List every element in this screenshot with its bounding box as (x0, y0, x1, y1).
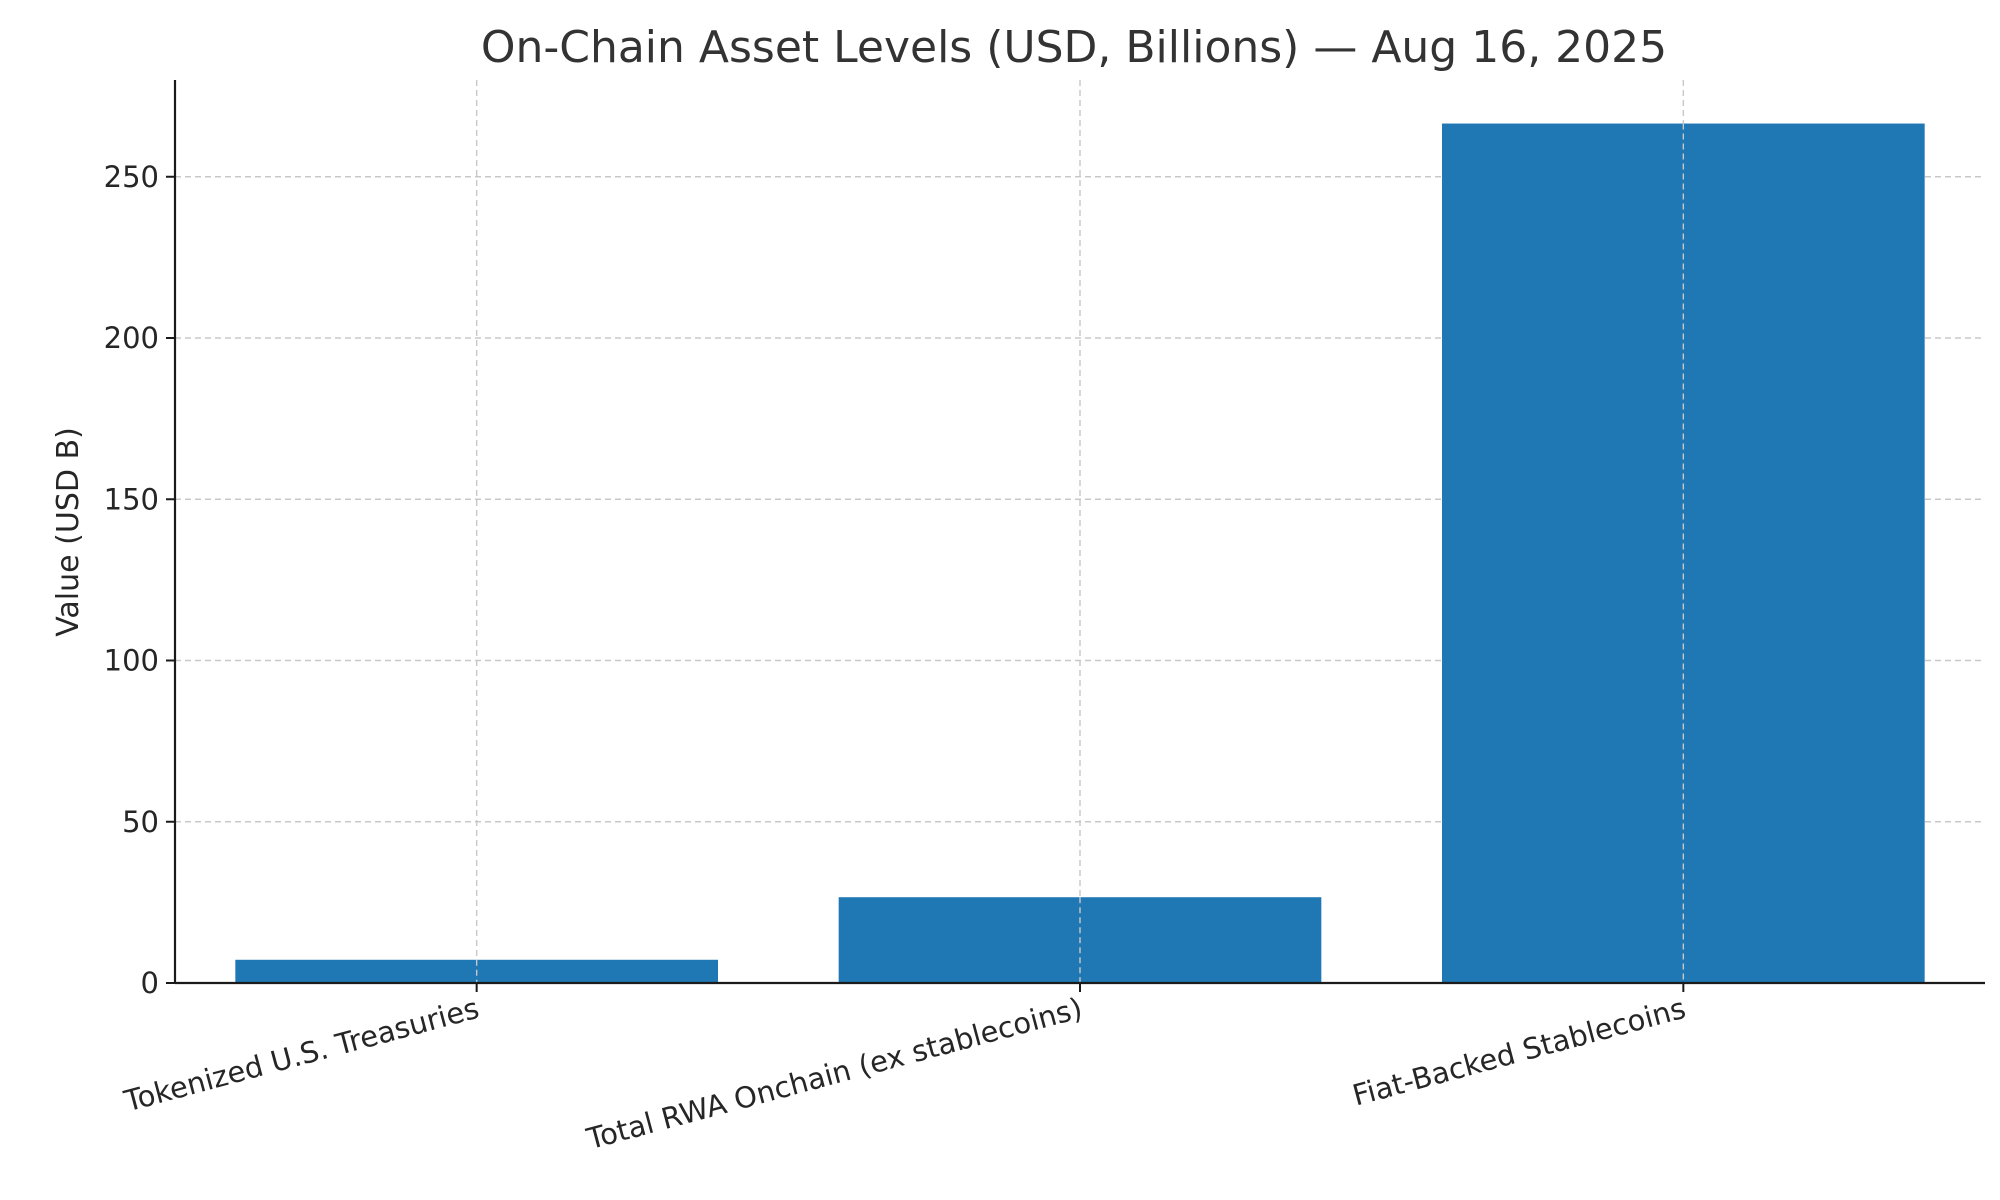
x-categories-layer: Tokenized U.S. Treasuries Total RWA Oncha… (120, 983, 1689, 1156)
y-ticks-layer: 0 50 100 150 200 250 (104, 160, 175, 1000)
y-tick-label: 200 (104, 321, 159, 355)
chart-title: On-Chain Asset Levels (USD, Billions) — … (481, 22, 1667, 73)
y-tick-label: 150 (104, 482, 159, 516)
y-tick-label: 50 (122, 805, 159, 839)
y-tick-label: 250 (104, 160, 159, 194)
x-category-label: Total RWA Onchain (ex stablecoins) (582, 991, 1086, 1156)
bars-layer (235, 123, 1925, 984)
y-tick-label: 0 (141, 966, 159, 1000)
y-axis-label: Value (USD B) (51, 427, 86, 637)
x-category-label: Fiat-Backed Stablecoins (1349, 991, 1689, 1113)
x-category-label: Tokenized U.S. Treasuries (120, 991, 483, 1119)
y-tick-label: 100 (104, 644, 159, 678)
